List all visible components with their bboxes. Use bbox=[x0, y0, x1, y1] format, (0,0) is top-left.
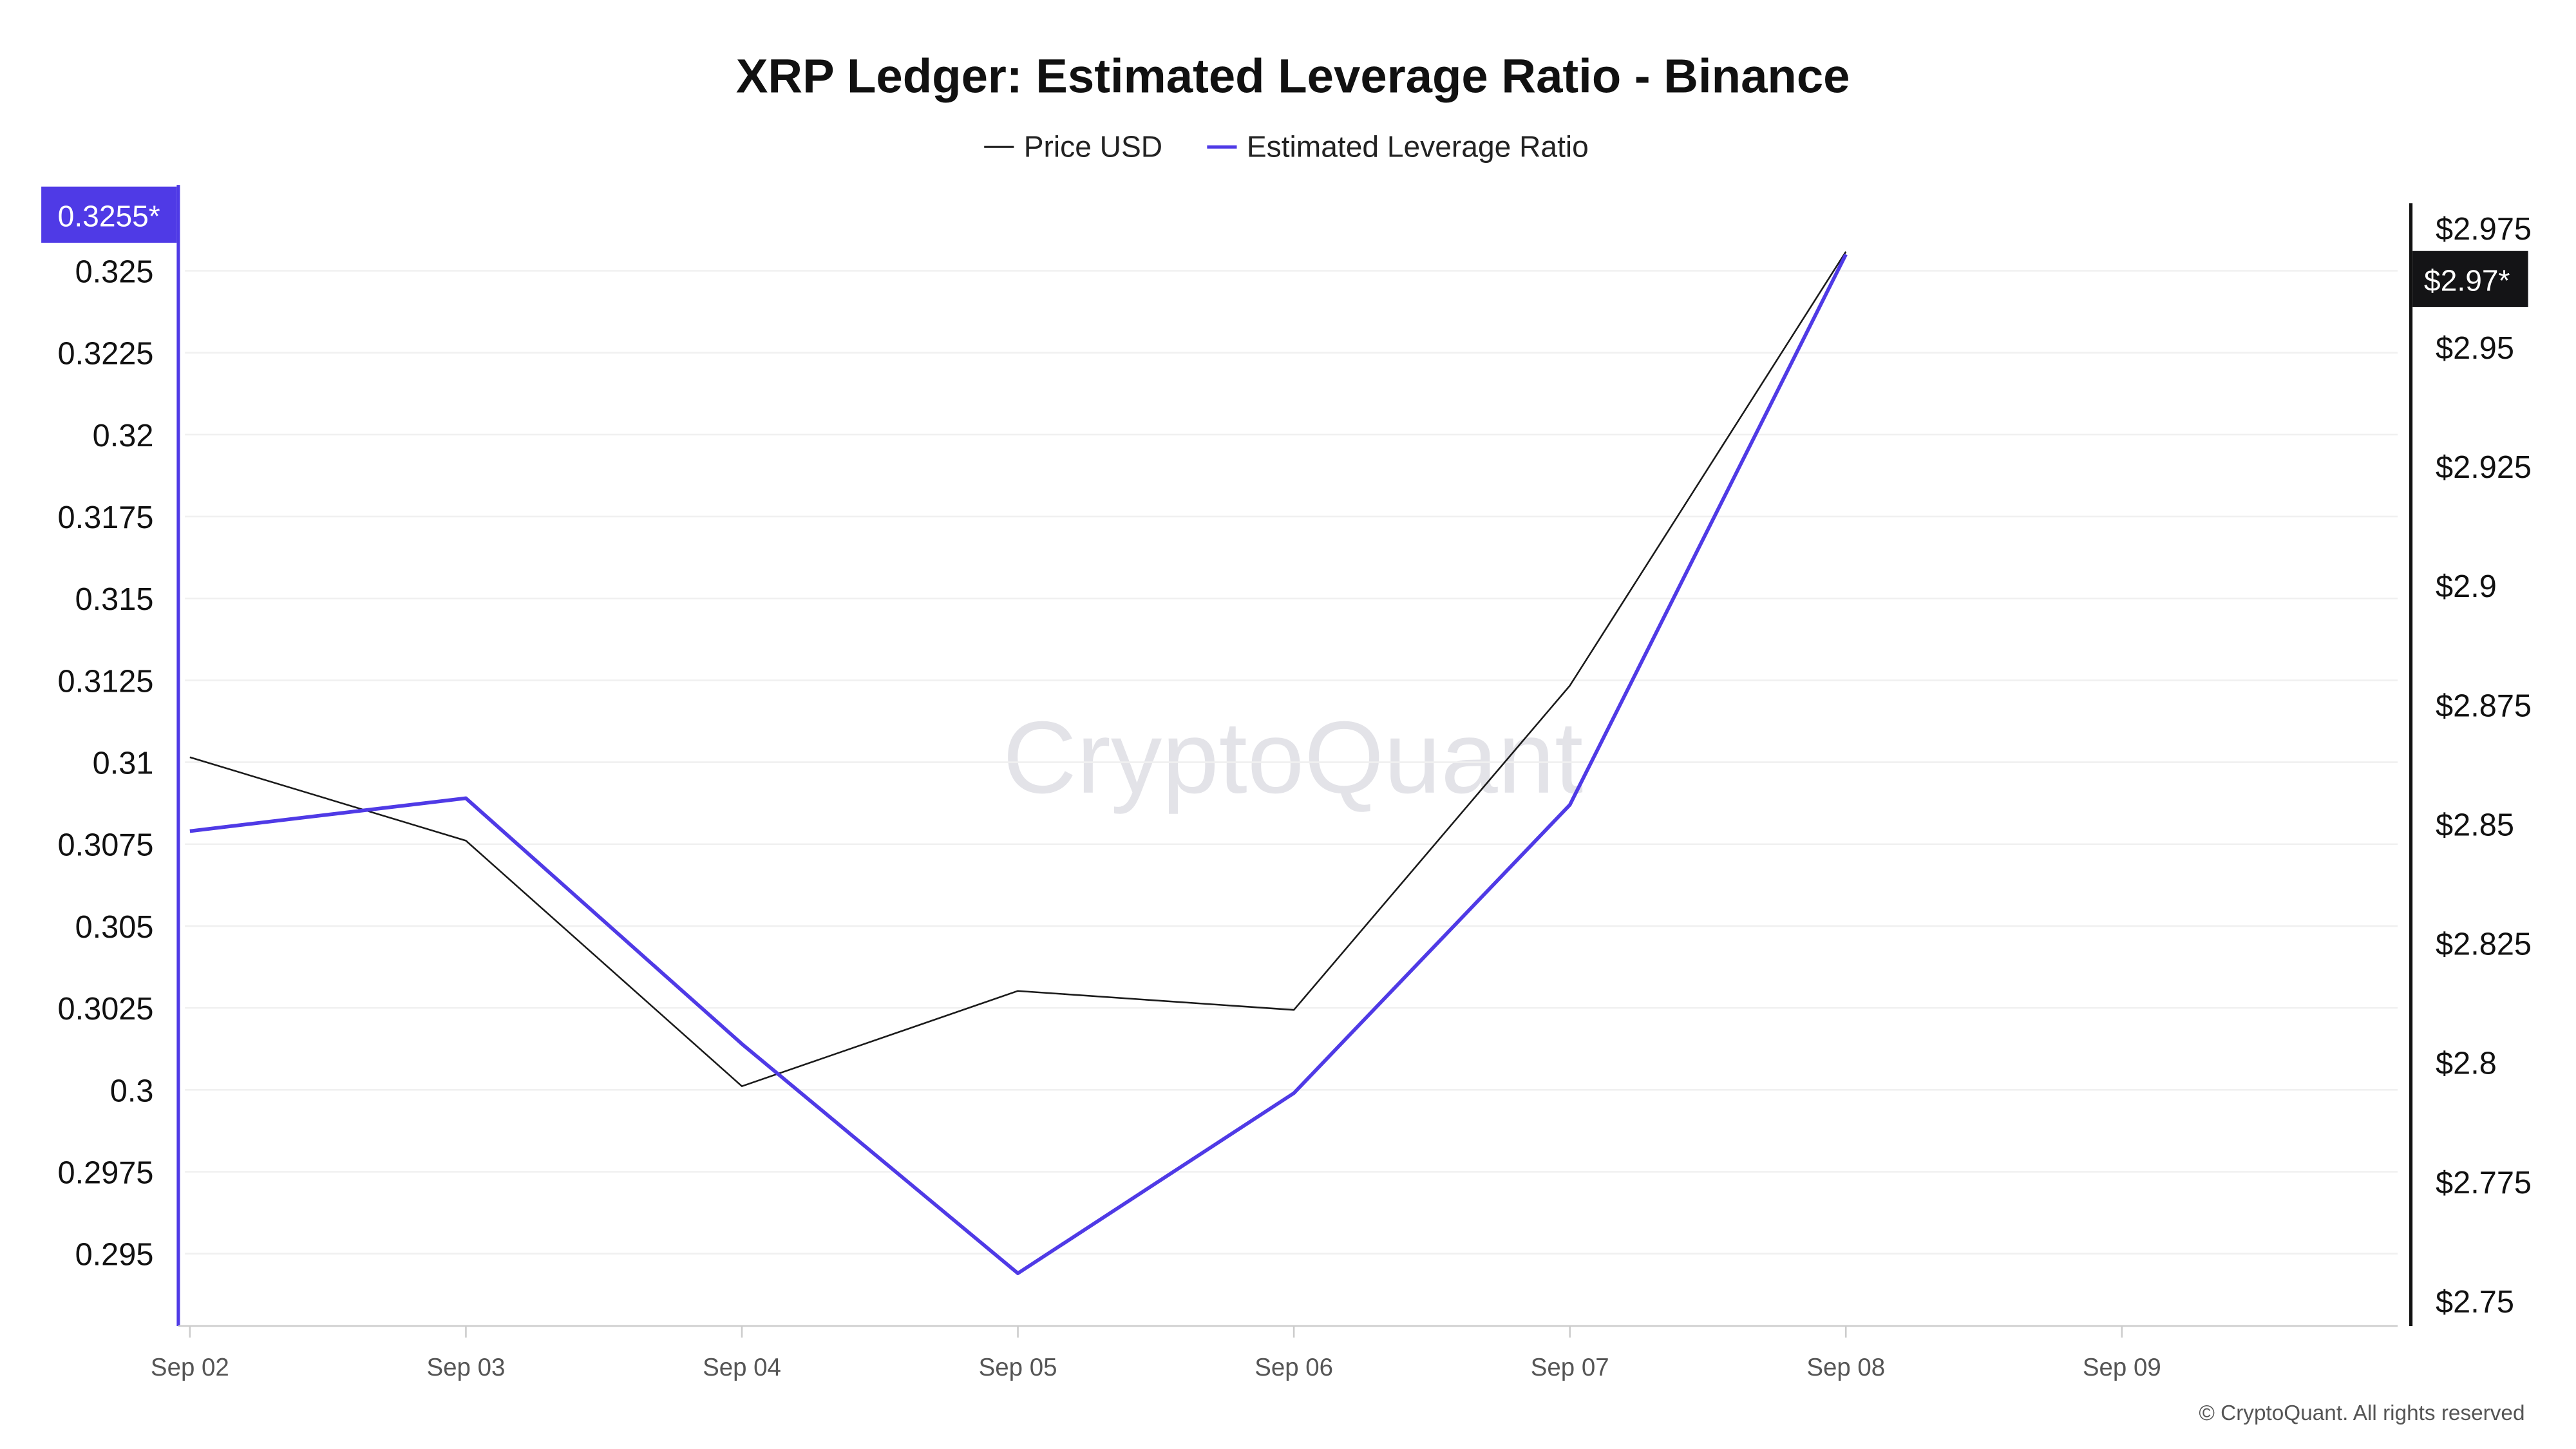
y-left-tick-label: 0.295 bbox=[75, 1238, 154, 1273]
legend-item-price[interactable]: Price USD bbox=[984, 130, 1162, 164]
legend-label-leverage: Estimated Leverage Ratio bbox=[1247, 130, 1589, 164]
y-right-tick-label: $2.75 bbox=[2436, 1285, 2514, 1320]
y-left-tick-label: 0.3025 bbox=[57, 992, 153, 1027]
x-tick-label: Sep 02 bbox=[151, 1354, 229, 1381]
watermark: CryptoQuant bbox=[1003, 700, 1583, 815]
x-tick-label: Sep 08 bbox=[1806, 1354, 1885, 1381]
y-right-tick-label: $2.95 bbox=[2436, 331, 2514, 366]
y-left-tick-label: 0.2975 bbox=[57, 1155, 153, 1190]
series-line-price-usd[interactable] bbox=[189, 251, 1847, 1087]
right-current-badge: $2.97* bbox=[2412, 251, 2528, 307]
y-left-tick-label: 0.32 bbox=[93, 419, 154, 453]
left-current-badge: 0.3255* bbox=[41, 186, 177, 243]
x-tick-label: Sep 03 bbox=[426, 1354, 505, 1381]
svg-text:$2.97*: $2.97* bbox=[2424, 263, 2510, 297]
y-right-tick-label: $2.925 bbox=[2436, 450, 2532, 485]
chart-title: XRP Ledger: Estimated Leverage Ratio - B… bbox=[736, 50, 1850, 103]
legend-label-price: Price USD bbox=[1024, 130, 1162, 164]
x-tick-label: Sep 05 bbox=[979, 1354, 1057, 1381]
y-left-tick-label: 0.325 bbox=[75, 254, 154, 289]
y-right-tick-label: $2.975 bbox=[2436, 212, 2532, 247]
x-tick-label: Sep 09 bbox=[2083, 1354, 2161, 1381]
y-right-tick-label: $2.9 bbox=[2436, 569, 2497, 604]
y-left-tick-label: 0.305 bbox=[75, 910, 154, 945]
footer-copyright: © CryptoQuant. All rights reserved bbox=[2199, 1401, 2524, 1425]
x-tick-label: Sep 06 bbox=[1255, 1354, 1333, 1381]
y-left-tick-label: 0.3075 bbox=[57, 828, 153, 863]
y-left-tick-label: 0.3125 bbox=[57, 664, 153, 699]
y-left-tick-label: 0.3225 bbox=[57, 337, 153, 372]
y-left-tick-label: 0.3 bbox=[110, 1074, 154, 1108]
svg-text:0.3255*: 0.3255* bbox=[58, 199, 160, 232]
y-left-tick-label: 0.3175 bbox=[57, 500, 153, 535]
y-left-tick-label: 0.315 bbox=[75, 582, 154, 617]
legend: Price USD Estimated Leverage Ratio bbox=[984, 130, 1589, 164]
y-left-tick-label: 0.31 bbox=[93, 746, 154, 781]
x-tick-label: Sep 07 bbox=[1531, 1354, 1609, 1381]
legend-item-leverage[interactable]: Estimated Leverage Ratio bbox=[1207, 130, 1589, 164]
y-right-tick-label: $2.8 bbox=[2436, 1046, 2497, 1081]
y-right-tick-label: $2.875 bbox=[2436, 688, 2532, 723]
x-tick-label: Sep 04 bbox=[703, 1354, 781, 1381]
y-right-tick-label: $2.775 bbox=[2436, 1166, 2532, 1200]
y-right-tick-label: $2.85 bbox=[2436, 808, 2514, 842]
y-right-tick-label: $2.825 bbox=[2436, 927, 2532, 962]
